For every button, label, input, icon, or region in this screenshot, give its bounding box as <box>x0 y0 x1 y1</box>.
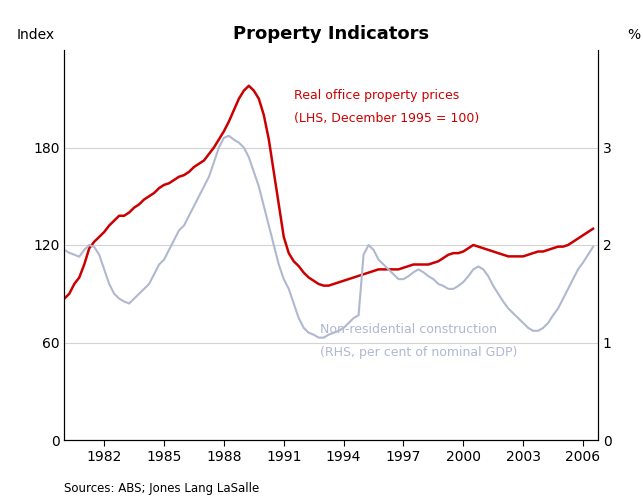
Text: Index: Index <box>16 28 55 42</box>
Text: Real office property prices: Real office property prices <box>294 89 459 102</box>
Text: %: % <box>628 28 640 42</box>
Text: Non-residential construction: Non-residential construction <box>320 323 498 336</box>
Text: Sources: ABS; Jones Lang LaSalle: Sources: ABS; Jones Lang LaSalle <box>64 482 260 495</box>
Text: (LHS, December 1995 = 100): (LHS, December 1995 = 100) <box>294 112 479 126</box>
Text: (RHS, per cent of nominal GDP): (RHS, per cent of nominal GDP) <box>320 346 518 360</box>
Title: Property Indicators: Property Indicators <box>233 25 430 43</box>
